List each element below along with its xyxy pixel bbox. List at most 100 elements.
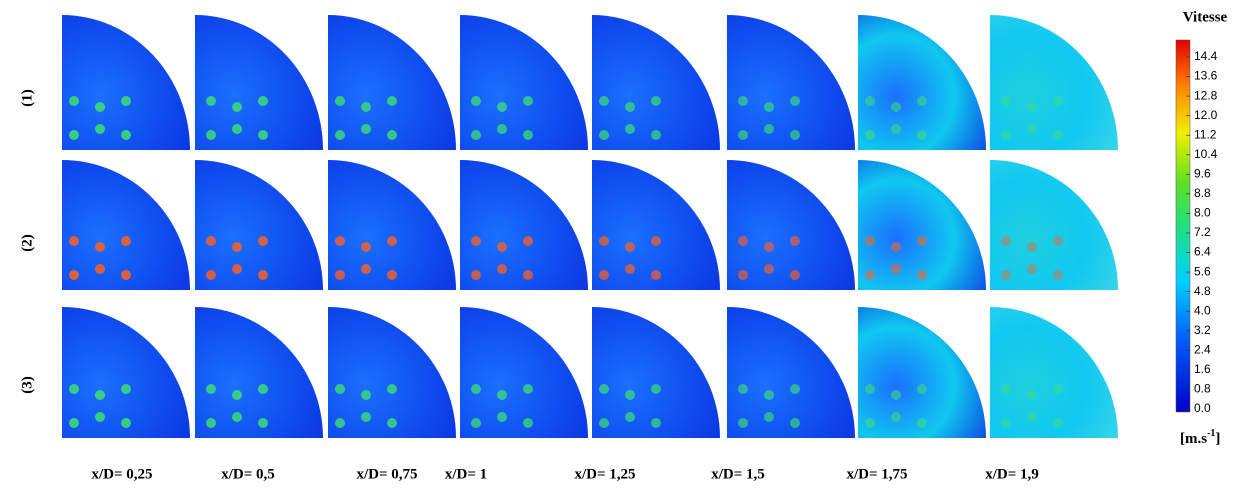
flow-spot — [917, 418, 927, 428]
flow-spot — [258, 236, 268, 246]
flow-spot — [738, 130, 748, 140]
colorbar-tick-label: 0.0 — [1194, 401, 1211, 415]
flow-spot — [471, 96, 481, 106]
column-label: x/D= 1,9 — [985, 466, 1039, 482]
contour-panel — [460, 160, 588, 290]
contour-panel — [858, 15, 986, 150]
flow-spot — [387, 270, 397, 280]
flow-spot — [1027, 390, 1037, 400]
flow-spot — [232, 124, 242, 134]
column-label: x/D= 1,75 — [846, 466, 907, 482]
flow-spot — [232, 264, 242, 274]
flow-spot — [69, 384, 79, 394]
colorbar-tick-label: 10.4 — [1194, 147, 1218, 161]
row-label: (2) — [19, 234, 35, 252]
flow-spot — [258, 384, 268, 394]
flow-spot — [95, 264, 105, 274]
contour-panel — [592, 15, 720, 150]
flow-spot — [891, 390, 901, 400]
colorbar-tick-label: 2.4 — [1194, 343, 1211, 357]
flow-spot — [738, 384, 748, 394]
flow-spot — [651, 130, 661, 140]
flow-spot — [95, 412, 105, 422]
flow-spot — [232, 102, 242, 112]
flow-spot — [95, 124, 105, 134]
flow-spot — [1027, 102, 1037, 112]
flow-spot — [651, 96, 661, 106]
unit-exponent: -1 — [1207, 428, 1215, 439]
colorbar-tick-label: 5.6 — [1194, 264, 1211, 278]
flow-spot — [1001, 236, 1011, 246]
unit-close: ] — [1215, 431, 1220, 447]
flow-spot — [361, 242, 371, 252]
colorbar-tick-label: 9.6 — [1194, 167, 1211, 181]
flow-spot — [917, 236, 927, 246]
flow-spot — [523, 270, 533, 280]
flow-spot — [523, 96, 533, 106]
flow-spot — [471, 130, 481, 140]
flow-spot — [891, 102, 901, 112]
flow-spot — [790, 130, 800, 140]
colorbar-tick-label: 6.4 — [1194, 245, 1211, 259]
flow-spot — [206, 236, 216, 246]
flow-spot — [651, 384, 661, 394]
colorbar-tick-label: 12.0 — [1194, 108, 1218, 122]
flow-spot — [1001, 130, 1011, 140]
flow-spot — [335, 384, 345, 394]
colorbar-tick-label: 12.8 — [1194, 88, 1218, 102]
colorbar-tick-label: 4.8 — [1194, 284, 1211, 298]
colorbar-tick-label: 14.4 — [1194, 49, 1218, 63]
flow-spot — [471, 384, 481, 394]
column-label: x/D= 1,5 — [711, 466, 765, 482]
column-label: x/D= 0,25 — [91, 466, 152, 482]
colorbar-tick-label: 0.8 — [1194, 382, 1211, 396]
flow-spot — [790, 270, 800, 280]
flow-spot — [625, 412, 635, 422]
flow-spot — [865, 418, 875, 428]
contour-panel — [727, 160, 855, 290]
flow-spot — [232, 390, 242, 400]
flow-spot — [891, 124, 901, 134]
flow-spot — [361, 102, 371, 112]
flow-spot — [523, 384, 533, 394]
flow-spot — [1053, 384, 1063, 394]
flow-spot — [69, 418, 79, 428]
flow-spot — [625, 390, 635, 400]
flow-spot — [471, 236, 481, 246]
flow-spot — [917, 96, 927, 106]
flow-spot — [1027, 242, 1037, 252]
contour-panel — [460, 307, 588, 438]
flow-spot — [387, 130, 397, 140]
flow-spot — [625, 102, 635, 112]
flow-spot — [651, 270, 661, 280]
flow-spot — [599, 236, 609, 246]
flow-spot — [1001, 270, 1011, 280]
flow-spot — [232, 242, 242, 252]
column-label: x/D= 0,5 — [221, 466, 275, 482]
flow-spot — [121, 384, 131, 394]
flow-spot — [206, 418, 216, 428]
flow-spot — [471, 418, 481, 428]
flow-spot — [206, 130, 216, 140]
flow-spot — [497, 124, 507, 134]
flow-spot — [206, 384, 216, 394]
flow-spot — [1027, 124, 1037, 134]
flow-spot — [258, 270, 268, 280]
flow-spot — [523, 130, 533, 140]
flow-spot — [865, 130, 875, 140]
unit-text: [m.s — [1180, 431, 1207, 447]
flow-spot — [764, 124, 774, 134]
flow-spot — [764, 390, 774, 400]
flow-spot — [258, 418, 268, 428]
flow-spot — [387, 236, 397, 246]
contour-panel — [62, 15, 190, 150]
flow-spot — [497, 242, 507, 252]
flow-spot — [891, 264, 901, 274]
row-label: (3) — [19, 376, 35, 394]
flow-spot — [1001, 418, 1011, 428]
flow-spot — [232, 412, 242, 422]
flow-spot — [651, 418, 661, 428]
flow-spot — [258, 130, 268, 140]
flow-spot — [738, 236, 748, 246]
flow-spot — [865, 96, 875, 106]
